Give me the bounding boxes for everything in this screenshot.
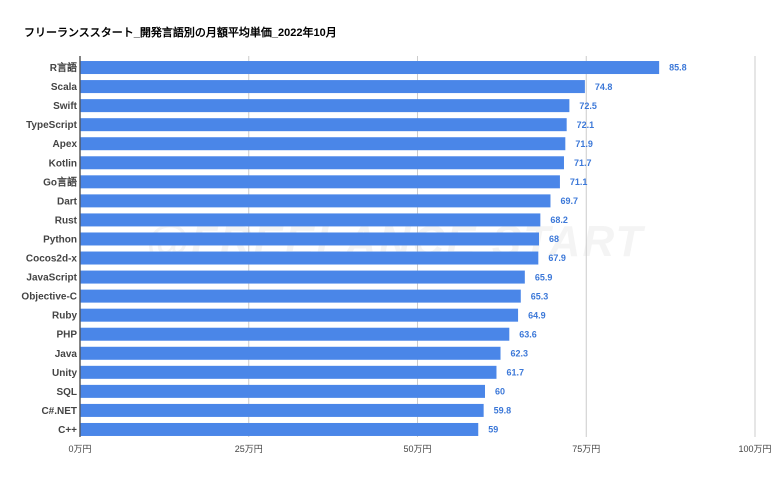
value-label: 74.8 bbox=[595, 82, 613, 92]
value-label: 71.7 bbox=[574, 158, 592, 168]
value-label: 59.8 bbox=[494, 406, 512, 416]
category-label: Java bbox=[55, 349, 78, 360]
category-label: Dart bbox=[57, 196, 78, 207]
category-label: SQL bbox=[56, 387, 77, 398]
category-label: TypeScript bbox=[26, 120, 78, 131]
category-label: Objective-C bbox=[21, 292, 77, 303]
bar bbox=[80, 61, 660, 75]
category-label: Apex bbox=[53, 139, 78, 150]
category-label: C#.NET bbox=[41, 406, 77, 417]
value-label: 72.5 bbox=[579, 101, 597, 111]
value-label: 72.1 bbox=[577, 120, 595, 130]
bar bbox=[80, 270, 525, 284]
category-label: R言語 bbox=[50, 61, 77, 74]
bar bbox=[80, 175, 560, 189]
value-label: 68 bbox=[549, 234, 559, 244]
value-label: 68.2 bbox=[550, 215, 568, 225]
category-label: Cocos2d-x bbox=[26, 254, 78, 265]
category-label: Unity bbox=[52, 368, 77, 379]
value-label: 63.6 bbox=[519, 329, 537, 339]
x-tick-label: 75万円 bbox=[572, 444, 600, 454]
category-label: C++ bbox=[58, 425, 77, 436]
bar bbox=[80, 156, 564, 170]
category-labels: R言語 Scala Swift TypeScript Apex Kotlin Go言語 Dar… bbox=[21, 61, 77, 436]
bar bbox=[80, 137, 566, 151]
bar bbox=[80, 403, 484, 417]
category-label: Go言語 bbox=[43, 175, 77, 188]
value-label: 71.1 bbox=[570, 177, 588, 187]
category-label: PHP bbox=[56, 330, 77, 341]
bar bbox=[80, 327, 510, 341]
bar bbox=[80, 346, 501, 360]
category-label: JavaScript bbox=[26, 273, 77, 284]
bar bbox=[80, 80, 585, 94]
bar bbox=[80, 384, 485, 398]
category-label: Ruby bbox=[52, 311, 77, 322]
chart-title: フリーランススタート_開発言語別の月額平均単価_2022年10月 bbox=[24, 27, 337, 39]
category-label: Python bbox=[43, 234, 77, 245]
x-tick-label: 50万円 bbox=[403, 444, 431, 454]
value-label: 65.3 bbox=[531, 291, 549, 301]
x-axis-ticks: 0万円 25万円 50万円 75万円 100万円 bbox=[68, 444, 771, 454]
x-tick-label: 0万円 bbox=[68, 444, 91, 454]
bar bbox=[80, 308, 519, 322]
value-label: 85.8 bbox=[669, 63, 687, 73]
value-label: 65.9 bbox=[535, 272, 553, 282]
bar bbox=[80, 213, 541, 227]
bar bbox=[80, 232, 539, 246]
bar bbox=[80, 194, 551, 208]
category-label: Scala bbox=[51, 82, 78, 93]
bar bbox=[80, 118, 567, 132]
bar bbox=[80, 99, 570, 113]
category-label: Rust bbox=[55, 215, 78, 226]
bars bbox=[80, 61, 660, 436]
value-label: 60 bbox=[495, 387, 505, 397]
x-tick-label: 100万円 bbox=[738, 444, 771, 454]
value-label: 67.9 bbox=[548, 253, 566, 263]
bar bbox=[80, 289, 521, 303]
bar bbox=[80, 251, 539, 265]
value-label: 61.7 bbox=[506, 368, 524, 378]
category-label: Kotlin bbox=[49, 158, 77, 169]
value-label: 62.3 bbox=[511, 348, 529, 358]
value-label: 59 bbox=[488, 425, 498, 435]
value-labels: 85.8 74.8 72.5 72.1 71.9 71.7 71.1 69.7 68.2 68 67… bbox=[488, 63, 686, 435]
value-label: 69.7 bbox=[560, 196, 578, 206]
bar bbox=[80, 422, 479, 436]
value-label: 71.9 bbox=[575, 139, 593, 149]
category-label: Swift bbox=[53, 101, 78, 112]
x-tick-label: 25万円 bbox=[235, 444, 263, 454]
value-label: 64.9 bbox=[528, 310, 546, 320]
bar bbox=[80, 365, 497, 379]
